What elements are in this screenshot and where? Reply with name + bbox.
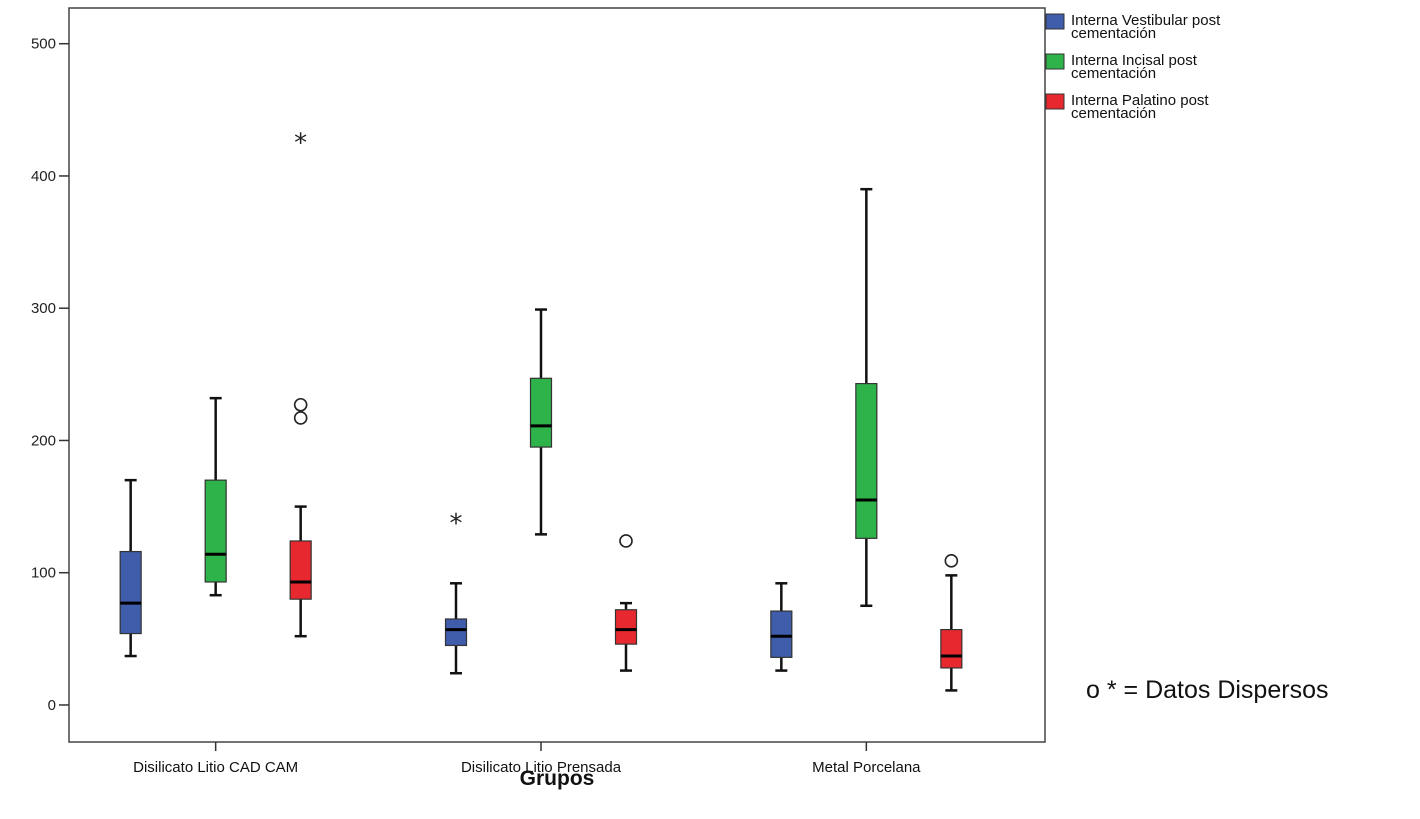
legend-swatch — [1045, 13, 1065, 30]
box — [119, 478, 142, 658]
iqr-box — [770, 610, 793, 658]
iqr-box — [119, 550, 142, 635]
iqr-box — [444, 618, 468, 647]
legend-swatch — [1045, 53, 1065, 70]
legend-label: Interna Palatino post cementación — [1071, 92, 1209, 122]
outlier-point — [293, 397, 308, 412]
iqr-box — [289, 540, 312, 600]
box — [529, 308, 553, 536]
box — [940, 554, 963, 692]
outlier-point — [619, 534, 633, 548]
y-tick-label: 300 — [31, 300, 56, 317]
outlier-point — [944, 554, 959, 568]
x-tick-label: Metal Porcelana — [812, 759, 921, 776]
x-tick-label: Disilicato Litio Prensada — [461, 759, 622, 776]
box — [204, 396, 227, 597]
legend-swatch — [1045, 93, 1065, 110]
box-group: ** — [119, 128, 963, 692]
legend: Interna Vestibular post cementación Intern… — [1045, 12, 1221, 122]
iqr-box — [204, 479, 227, 583]
y-tick-label: 200 — [31, 432, 56, 449]
box — [855, 187, 878, 608]
legend-label: Interna Incisal post cementación — [1071, 52, 1198, 82]
outlier-point — [293, 411, 308, 425]
y-tick-label: 0 — [48, 697, 56, 714]
outlier-note: o * = Datos Dispersos — [1086, 676, 1329, 704]
extreme-point: * — [294, 128, 307, 158]
y-tick-label: 100 — [31, 565, 56, 582]
box — [770, 582, 793, 672]
iqr-box — [940, 628, 963, 669]
x-axis: Disilicato Litio CAD CAM Disilicato Litio… — [133, 742, 921, 776]
box: * — [444, 509, 468, 675]
extreme-point: * — [450, 509, 463, 539]
x-tick-label: Disilicato Litio CAD CAM — [133, 759, 298, 776]
box: * — [289, 128, 312, 638]
box — [614, 534, 638, 672]
y-axis: 0 100 200 300 400 500 — [31, 36, 69, 714]
y-tick-label: 500 — [31, 36, 56, 53]
iqr-box — [529, 377, 553, 448]
y-tick-label: 400 — [31, 168, 56, 185]
legend-label: Interna Vestibular post cementación — [1071, 12, 1221, 42]
plot-frame — [68, 7, 1046, 743]
x-axis-title: Grupos — [520, 767, 595, 790]
iqr-box — [614, 609, 638, 645]
iqr-box — [855, 382, 878, 539]
